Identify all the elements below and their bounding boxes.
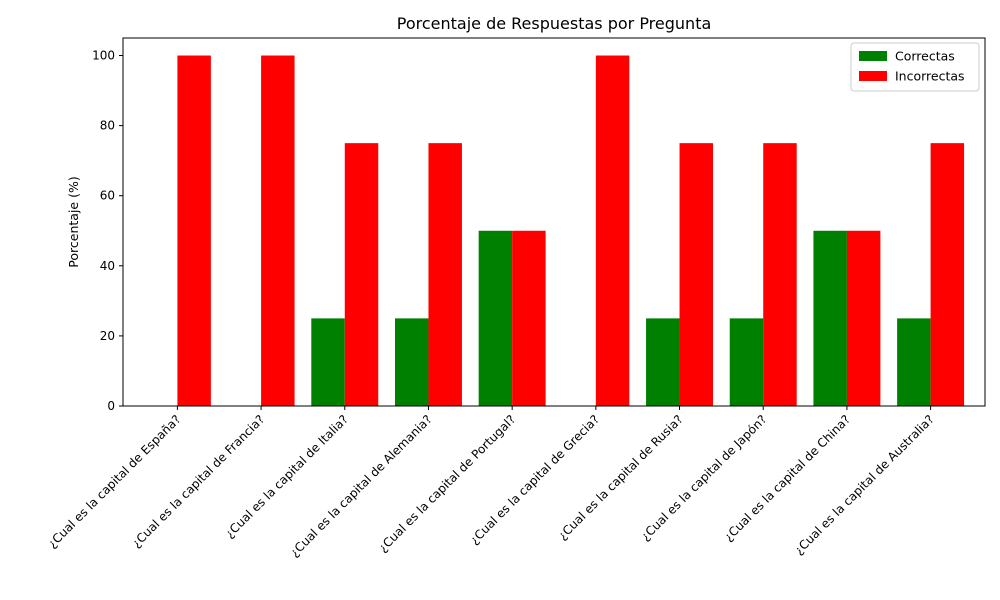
axes-frame [122, 37, 986, 407]
bar-correctas-3 [394, 318, 429, 406]
bar-incorrectas-7 [763, 143, 797, 406]
bar-correctas-2 [311, 318, 345, 406]
legend-swatch-incorrectas [859, 71, 887, 81]
bar-correctas-9 [897, 318, 931, 406]
bar-correctas-4 [478, 230, 513, 406]
x-tick-label: ¿Cual es la capital de España? [45, 412, 184, 551]
bar-incorrectas-5 [595, 55, 630, 407]
chart-title: Porcentaje de Respuestas por Pregunta [397, 14, 712, 33]
y-tick-label: 0 [107, 399, 115, 413]
bar-incorrectas-1 [261, 55, 295, 407]
y-axis-label: Porcentaje (%) [66, 176, 81, 267]
bar-incorrectas-2 [344, 143, 379, 406]
legend-label-correctas: Correctas [895, 49, 955, 64]
bar-correctas-7 [729, 318, 764, 406]
bar-incorrectas-9 [930, 143, 965, 406]
legend: Correctas Incorrectas [850, 42, 980, 92]
y-tick-label: 100 [92, 49, 115, 63]
bar-correctas-8 [813, 230, 847, 406]
legend-label-incorrectas: Incorrectas [895, 69, 965, 84]
x-tick-label: ¿Cual es la capital de Alemania? [287, 412, 434, 559]
bar-incorrectas-0 [177, 55, 211, 407]
bar-incorrectas-3 [428, 143, 462, 406]
y-tick-label: 60 [100, 189, 115, 203]
y-tick-label: 40 [100, 259, 115, 273]
x-tick-label: ¿Cual es la capital de Australia? [792, 412, 937, 557]
x-tick-label: ¿Cual es la capital de Francia? [129, 412, 267, 550]
plot-area: 0 20 40 60 80 100 ¿Cual es la capital de Españ… [45, 37, 986, 560]
y-tick-label: 20 [100, 329, 115, 343]
x-tick-label: ¿Cual es la capital de Portugal? [376, 412, 519, 555]
bar-correctas-6 [646, 318, 680, 406]
bar-incorrectas-6 [679, 143, 714, 406]
bar-incorrectas-8 [846, 230, 881, 406]
bar-incorrectas-4 [512, 230, 546, 406]
y-tick-label: 80 [100, 119, 115, 133]
legend-swatch-correctas [859, 51, 887, 61]
